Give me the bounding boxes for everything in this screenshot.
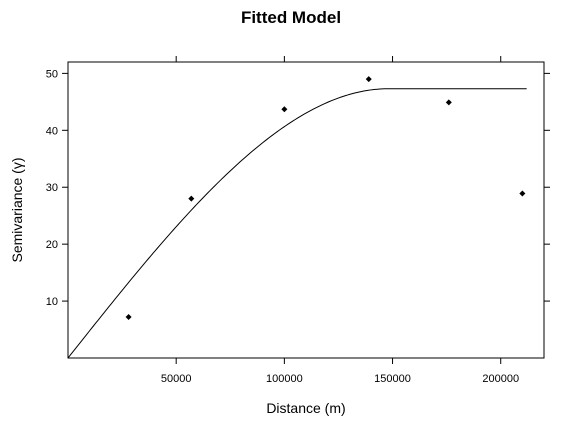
- y-axis-label: Semivariance (γ): [9, 157, 25, 262]
- data-point: [125, 314, 132, 321]
- x-axis-label: Distance (m): [266, 400, 345, 416]
- y-axis: 10 20 30 40 50: [46, 68, 550, 308]
- y-tick-label: 20: [46, 239, 58, 251]
- data-points: [125, 76, 526, 321]
- plot-frame: [67, 61, 545, 359]
- data-point: [188, 195, 195, 202]
- x-tick-label: 50000: [161, 373, 192, 385]
- data-point: [281, 106, 288, 113]
- data-point: [519, 190, 526, 197]
- y-tick-label: 40: [46, 125, 58, 137]
- x-axis: 50000 100000 150000 200000: [161, 56, 519, 385]
- y-tick-label: 10: [46, 296, 58, 308]
- y-tick-label: 30: [46, 182, 58, 194]
- x-tick-label: 100000: [266, 373, 303, 385]
- y-tick-label: 50: [46, 68, 58, 80]
- data-point: [365, 76, 372, 83]
- fitted-model-line: [67, 88, 527, 359]
- x-tick-label: 150000: [374, 373, 411, 385]
- x-tick-label: 200000: [482, 373, 519, 385]
- chart-title: Fitted Model: [241, 8, 341, 27]
- data-point: [445, 99, 452, 106]
